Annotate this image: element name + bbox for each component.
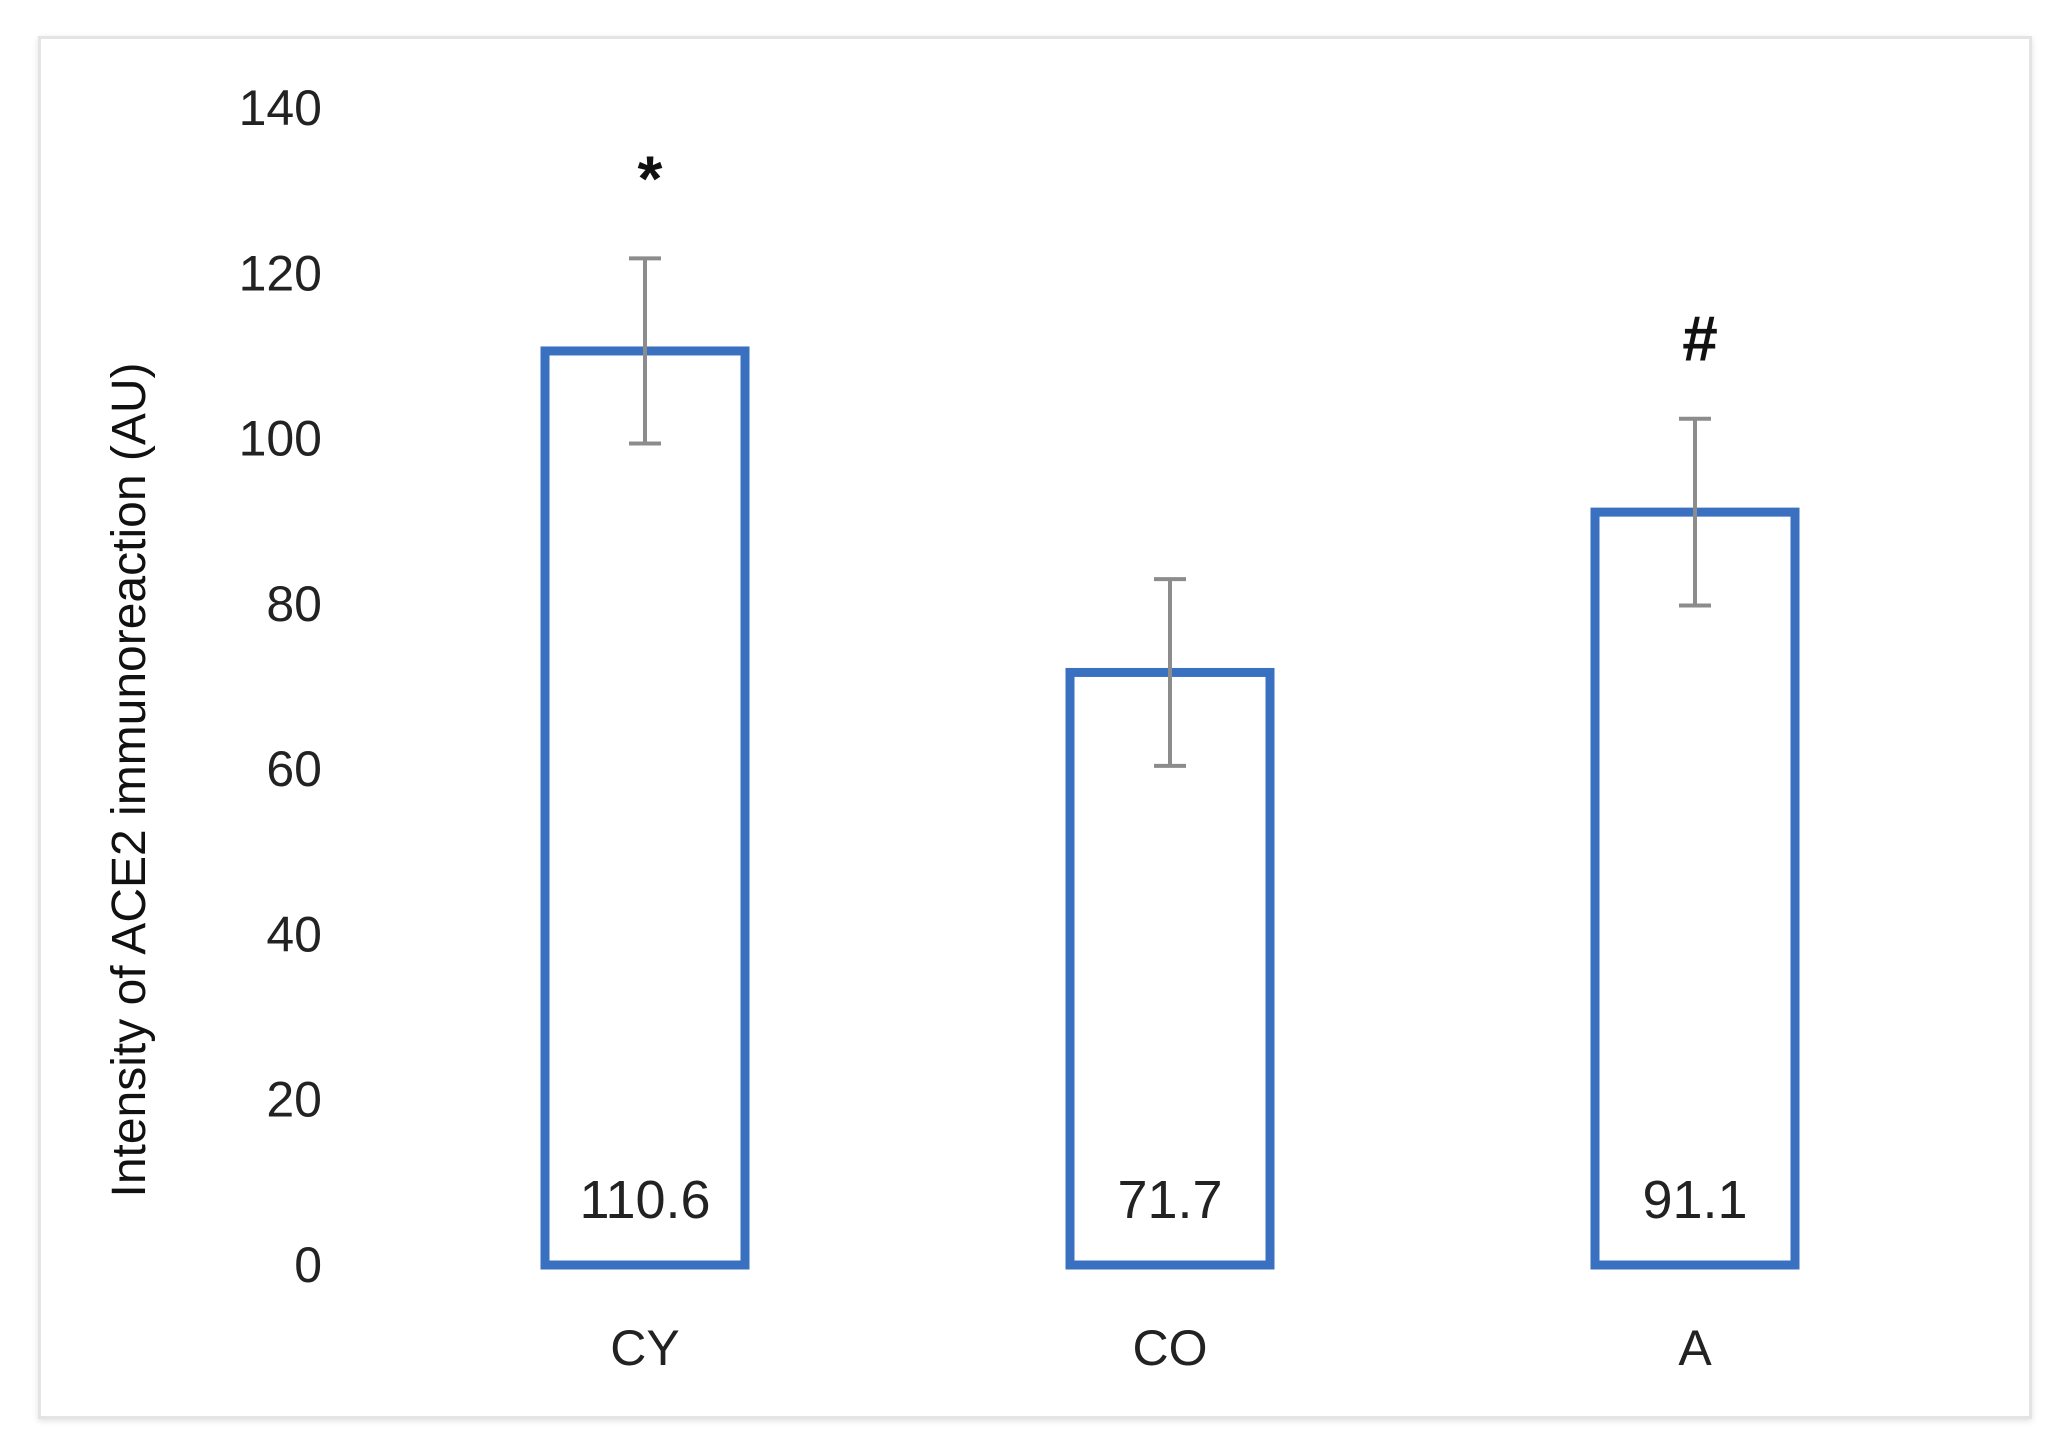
category-label-cy: CY xyxy=(610,1320,679,1376)
category-labels: CY CO A xyxy=(610,1320,1712,1376)
y-axis-title: Intensity of ACE2 immunoreaction (AU) xyxy=(103,362,156,1197)
category-label-a: A xyxy=(1678,1320,1712,1376)
y-tick-label: 100 xyxy=(239,411,322,467)
bar-a xyxy=(1590,507,1800,1270)
data-label-co: 71.7 xyxy=(1117,1170,1222,1230)
y-tick-label: 120 xyxy=(239,245,322,301)
y-tick-label: 140 xyxy=(239,80,322,136)
annotation-a: # xyxy=(1682,303,1718,375)
bars xyxy=(540,346,1800,1270)
y-tick-label: 0 xyxy=(294,1237,322,1293)
annotation-cy: * xyxy=(638,142,663,214)
category-label-co: CO xyxy=(1133,1320,1208,1376)
data-label-cy: 110.6 xyxy=(579,1170,710,1230)
data-labels: 110.6 71.7 91.1 xyxy=(579,1170,1747,1230)
y-tick-label: 40 xyxy=(266,906,322,962)
y-tick-label: 20 xyxy=(266,1072,322,1128)
error-bars xyxy=(629,256,1711,768)
bar-cy xyxy=(540,346,750,1270)
y-axis-ticks: 0 20 40 60 80 100 120 140 xyxy=(239,80,322,1293)
data-label-a: 91.1 xyxy=(1642,1170,1747,1230)
significance-annotations: *# xyxy=(638,142,1718,374)
bar-co xyxy=(1065,667,1275,1270)
y-tick-label: 80 xyxy=(266,576,322,632)
y-tick-label: 60 xyxy=(266,741,322,797)
